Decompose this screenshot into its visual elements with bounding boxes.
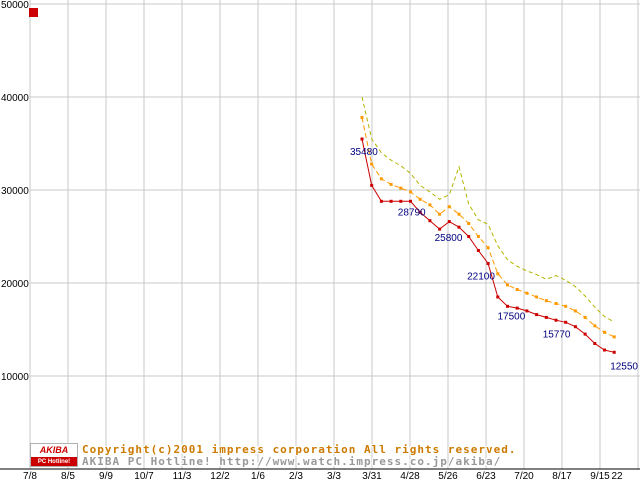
svg-text:12/2: 12/2 bbox=[210, 471, 230, 480]
svg-text:20000: 20000 bbox=[1, 279, 29, 290]
svg-text:40000: 40000 bbox=[1, 93, 29, 104]
svg-text:1/6: 1/6 bbox=[251, 471, 265, 480]
svg-text:3/31: 3/31 bbox=[362, 471, 382, 480]
logo-akiba-text: AKIBA bbox=[39, 445, 69, 455]
akiba-pc-hotline-logo: AKIBA PC Hotline! bbox=[30, 443, 78, 467]
logo-pc-hotline-text: PC Hotline! bbox=[31, 457, 77, 466]
svg-text:22100: 22100 bbox=[467, 272, 495, 283]
svg-text:6/23: 6/23 bbox=[476, 471, 496, 480]
svg-text:11/3: 11/3 bbox=[173, 471, 192, 480]
svg-text:28790: 28790 bbox=[398, 207, 426, 218]
site-url-text: AKIBA PC Hotline! http://www.watch.impre… bbox=[82, 455, 502, 468]
svg-text:7/8: 7/8 bbox=[23, 471, 37, 480]
svg-text:15770: 15770 bbox=[543, 329, 571, 340]
svg-text:5/26: 5/26 bbox=[438, 471, 458, 480]
svg-text:10000: 10000 bbox=[1, 372, 29, 383]
svg-text:10/7: 10/7 bbox=[134, 471, 154, 480]
svg-text:7/20: 7/20 bbox=[514, 471, 534, 480]
svg-text:30000: 30000 bbox=[1, 186, 29, 197]
svg-text:3/3: 3/3 bbox=[327, 471, 341, 480]
svg-text:12550: 12550 bbox=[610, 361, 638, 372]
svg-text:35480: 35480 bbox=[350, 147, 378, 158]
svg-text:8/17: 8/17 bbox=[552, 471, 572, 480]
svg-text:9/15: 9/15 bbox=[590, 471, 610, 480]
red-series-legend-marker bbox=[29, 8, 38, 17]
copyright-text: Copyright(c)2001 impress corporation All… bbox=[82, 443, 517, 456]
svg-text:25800: 25800 bbox=[435, 233, 463, 244]
svg-text:9/9: 9/9 bbox=[99, 471, 113, 480]
svg-text:4/28: 4/28 bbox=[400, 471, 420, 480]
svg-text:8/5: 8/5 bbox=[61, 471, 75, 480]
svg-text:17500: 17500 bbox=[498, 311, 526, 322]
svg-text:22: 22 bbox=[611, 471, 623, 480]
svg-text:50000: 50000 bbox=[1, 0, 29, 11]
svg-text:2/3: 2/3 bbox=[289, 471, 303, 480]
